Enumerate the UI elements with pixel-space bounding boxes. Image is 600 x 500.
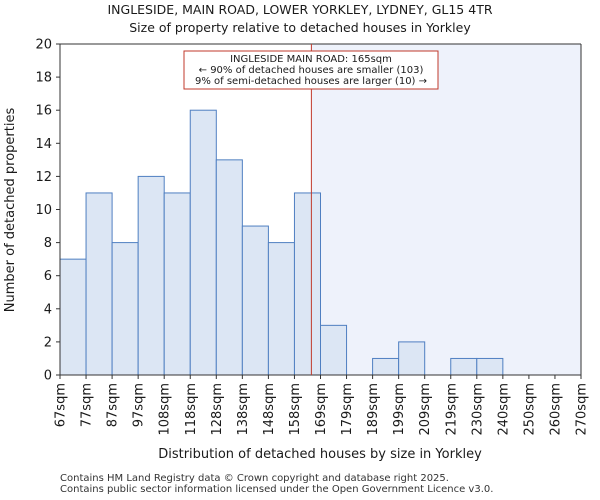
x-tick-label: 209sqm [418,383,433,436]
bar-118sqm [189,109,217,376]
x-tick-label: 230sqm [470,383,485,436]
y-tick-label: 10 [35,203,52,218]
bar-169sqm [320,324,348,376]
bar-148sqm [267,242,295,376]
x-tick-label: 260sqm [548,383,563,436]
x-tick-label: 148sqm [262,383,277,436]
footer-copyright: Contains HM Land Registry data © Crown c… [60,473,449,484]
x-tick-label: 87sqm [106,383,121,427]
x-tick-label: 108sqm [158,383,173,436]
x-tick-label: 128sqm [210,383,225,436]
x-tick-label: 270sqm [575,383,590,436]
bar-219sqm [450,357,478,376]
bar-199sqm [398,341,426,376]
chart-title: INGLESIDE, MAIN ROAD, LOWER YORKLEY, LYD… [107,2,493,17]
x-tick-label: 189sqm [366,383,381,436]
x-tick-label: 67sqm [54,383,69,427]
annotation-box [183,50,439,90]
x-tick-label: 97sqm [132,383,147,427]
y-tick-label: 4 [44,302,52,317]
x-tick-label: 219sqm [444,383,459,436]
chart-subtitle: Size of property relative to detached ho… [129,20,471,35]
bar-108sqm [163,192,191,376]
x-tick-label: 158sqm [288,383,303,436]
bar-138sqm [241,225,269,376]
bar-87sqm [111,242,139,376]
bar-128sqm [215,159,243,376]
x-tick-label: 77sqm [80,383,95,427]
x-tick-label: 179sqm [340,383,355,436]
larger-region-shade [311,44,581,375]
x-tick-label: 240sqm [496,383,511,436]
annotation-line: ← 90% of detached houses are smaller (10… [199,65,424,76]
y-axis-label: Number of detached properties [3,108,18,313]
x-tick-label: 199sqm [392,383,407,436]
y-tick-label: 2 [44,335,52,350]
y-tick-label: 12 [35,170,52,185]
bar-158sqm [293,192,322,376]
bar-230sqm [476,357,504,376]
y-tick-label: 18 [35,71,52,86]
x-tick-label: 118sqm [184,383,199,436]
footer-licence: Contains public sector information licen… [60,484,494,495]
y-tick-label: 20 [35,38,52,53]
y-tick-label: 16 [35,104,52,119]
y-tick-label: 0 [44,369,52,384]
annotation-line: INGLESIDE MAIN ROAD: 165sqm [230,54,392,65]
bar-77sqm [85,192,113,376]
bar-67sqm [59,258,87,376]
y-tick-label: 8 [44,236,52,251]
bar-189sqm [372,357,400,376]
y-tick-label: 14 [35,137,52,152]
y-tick-label: 6 [44,269,52,284]
bar-97sqm [137,175,165,376]
x-axis-label: Distribution of detached houses by size … [158,447,482,462]
annotation-line: 9% of semi-detached houses are larger (1… [195,76,427,87]
x-tick-label: 250sqm [522,383,537,436]
x-tick-label: 138sqm [236,383,251,436]
x-tick-label: 169sqm [314,383,329,436]
